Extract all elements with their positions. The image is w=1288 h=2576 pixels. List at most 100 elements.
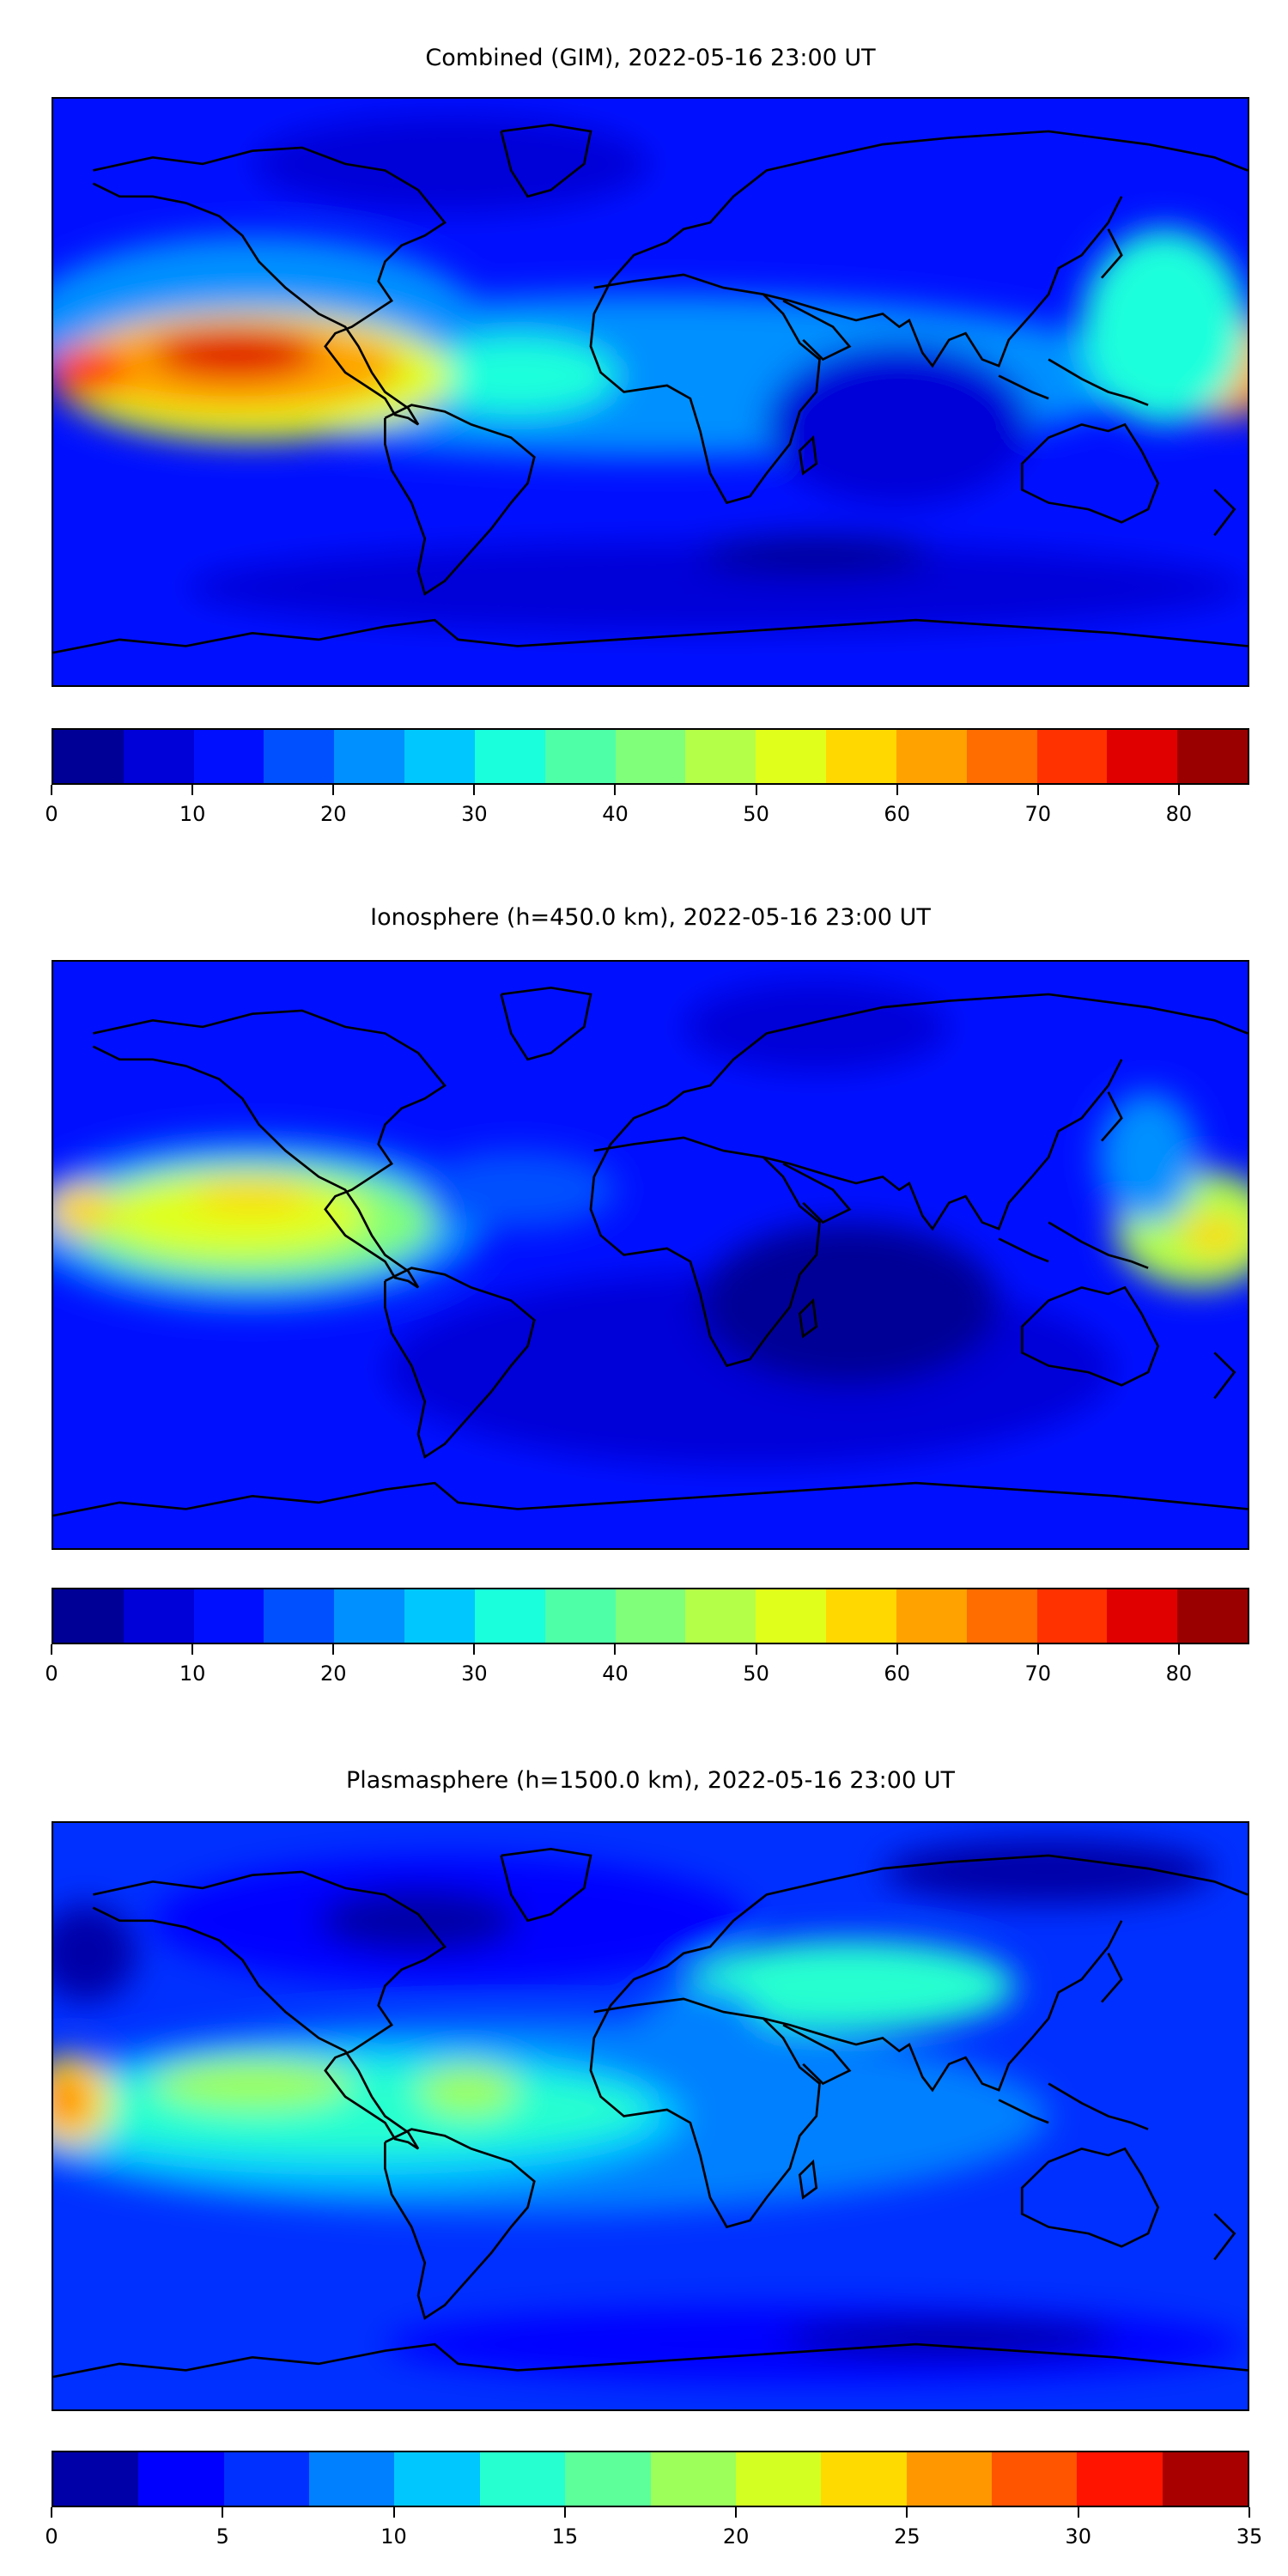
colorbar-level-3 <box>309 2452 395 2506</box>
colorbar-tick-label: 50 <box>743 802 769 826</box>
panel-2-heatmap <box>53 962 1248 1548</box>
colorbar-level-9 <box>685 1589 756 1643</box>
colorbar-level-14 <box>1036 730 1108 783</box>
colorbar-level-15 <box>1107 730 1178 783</box>
contour-blob <box>53 1904 137 2002</box>
colorbar-level-0 <box>53 730 124 783</box>
colorbar-level-8 <box>735 2452 822 2506</box>
panel-3-title: Plasmasphere (h=1500.0 km), 2022-05-16 2… <box>346 1767 955 1794</box>
contour-blob <box>192 1180 313 1213</box>
colorbar-level-12 <box>896 730 967 783</box>
colorbar-level-9 <box>685 730 756 783</box>
colorbar-level-15 <box>1107 1589 1178 1643</box>
colorbar-tick <box>1177 785 1180 795</box>
panel-3-colorbar <box>52 2451 1249 2507</box>
colorbar-level-8 <box>615 1589 686 1643</box>
colorbar-tick <box>755 785 757 795</box>
colorbar-tick <box>1036 1644 1039 1655</box>
colorbar-level-4 <box>334 730 405 783</box>
contour-blob <box>683 1940 1016 2032</box>
colorbar-tick-label: 30 <box>1065 2524 1091 2549</box>
colorbar-tick <box>614 785 617 795</box>
colorbar-level-6 <box>474 1589 545 1643</box>
contour-blob <box>319 1887 518 1953</box>
colorbar-tick-label: 15 <box>551 2524 579 2549</box>
colorbar-level-7 <box>544 1589 616 1643</box>
contour-blob <box>53 2063 651 2156</box>
panel-3-heatmap <box>53 1823 1248 2409</box>
colorbar-tick-label: 0 <box>45 2524 58 2549</box>
panel-3-map <box>52 1821 1249 2411</box>
colorbar-level-7 <box>650 2452 736 2506</box>
colorbar-tick <box>332 785 335 795</box>
contour-blob <box>1098 1091 1199 1223</box>
colorbar-level-0 <box>53 1589 124 1643</box>
contour-blob <box>418 1151 617 1230</box>
colorbar-level-2 <box>193 1589 264 1643</box>
colorbar-level-11 <box>826 1589 896 1643</box>
panel-1-colorbar <box>52 728 1249 785</box>
colorbar-level-5 <box>479 2452 566 2506</box>
colorbar-tick-label: 30 <box>461 802 488 826</box>
panel-1-map <box>52 97 1249 687</box>
colorbar-tick <box>896 785 898 795</box>
colorbar-level-10 <box>756 730 827 783</box>
colorbar-level-3 <box>264 730 335 783</box>
colorbar-level-10 <box>906 2452 992 2506</box>
colorbar-tick-label: 60 <box>884 1662 910 1686</box>
colorbar-tick-label: 70 <box>1024 1662 1052 1686</box>
contour-blob <box>53 1183 113 1236</box>
colorbar-tick <box>191 785 194 795</box>
colorbar-level-5 <box>404 730 475 783</box>
panel-1-colorbar-ticks: 0 10 20 30 40 50 60 70 80 <box>45 785 1249 836</box>
colorbar-tick <box>1177 1644 1180 1655</box>
colorbar-tick-label: 70 <box>1024 802 1052 826</box>
contour-blob <box>766 343 1032 507</box>
colorbar-tick <box>473 785 476 795</box>
colorbar-tick-label: 35 <box>1236 2524 1263 2549</box>
colorbar-level-6 <box>565 2452 651 2506</box>
contour-blob <box>1081 228 1248 425</box>
contour-blob <box>700 1222 999 1386</box>
colorbar-tick <box>896 1644 898 1655</box>
contour-blob <box>185 542 1248 634</box>
colorbar-level-4 <box>394 2452 480 2506</box>
panel-2-title: Ionosphere (h=450.0 km), 2022-05-16 23:0… <box>370 904 931 931</box>
colorbar-level-10 <box>756 1589 827 1643</box>
colorbar-tick-label: 20 <box>319 802 347 826</box>
colorbar-level-12 <box>896 1589 967 1643</box>
colorbar-level-13 <box>966 730 1037 783</box>
colorbar-tick-label: 10 <box>179 802 206 826</box>
panel-1-heatmap <box>53 99 1248 685</box>
colorbar-tick-label: 50 <box>743 1662 769 1686</box>
contour-blob <box>252 114 651 213</box>
colorbar-level-5 <box>404 1589 475 1643</box>
colorbar-level-1 <box>123 1589 194 1643</box>
panel-2-colorbar-ticks: 0 10 20 30 40 50 60 70 80 <box>45 1644 1249 1696</box>
panel-2-colorbar <box>52 1588 1249 1644</box>
colorbar-level-12 <box>1077 2452 1163 2506</box>
contour-blob <box>152 326 319 380</box>
colorbar-tick <box>392 2507 395 2518</box>
colorbar-tick-label: 5 <box>216 2524 229 2549</box>
colorbar-tick <box>1249 2507 1250 2518</box>
contour-blob <box>1181 1215 1248 1255</box>
colorbar-level-1 <box>138 2452 224 2506</box>
panel-1-title: Combined (GIM), 2022-05-16 23:00 UT <box>425 45 876 71</box>
contour-blob <box>783 2318 1115 2358</box>
colorbar-level-7 <box>544 730 616 783</box>
colorbar-level-14 <box>1036 1589 1108 1643</box>
colorbar-tick-label: 0 <box>45 1662 58 1686</box>
colorbar-tick-label: 80 <box>1165 802 1193 826</box>
colorbar-tick <box>332 1644 335 1655</box>
colorbar-tick <box>51 1644 52 1655</box>
colorbar-level-4 <box>334 1589 405 1643</box>
colorbar-tick <box>222 2507 224 2518</box>
colorbar-level-8 <box>615 730 686 783</box>
colorbar-level-13 <box>966 1589 1037 1643</box>
colorbar-tick-label: 20 <box>319 1662 347 1686</box>
colorbar-tick <box>735 2507 738 2518</box>
colorbar-level-16 <box>1177 1589 1249 1643</box>
colorbar-tick-label: 80 <box>1165 1662 1193 1686</box>
colorbar-tick-label: 60 <box>884 802 910 826</box>
